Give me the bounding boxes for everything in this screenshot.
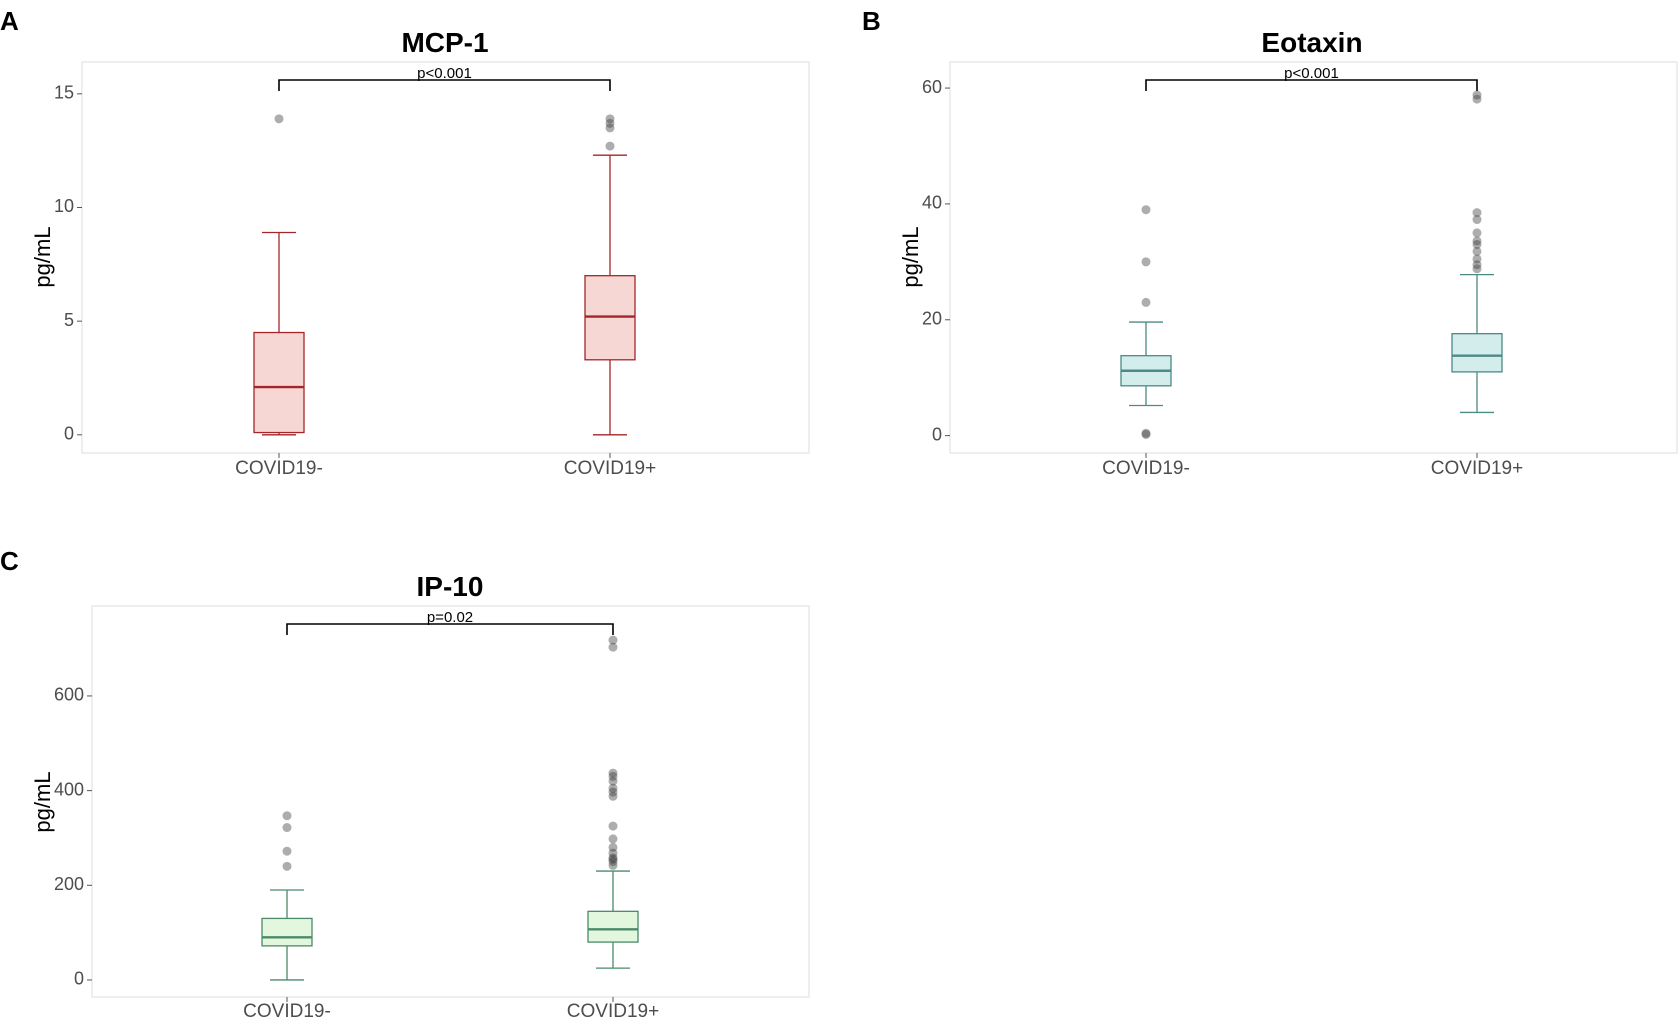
outlier-point [608, 768, 618, 778]
outlier-point [1472, 246, 1482, 256]
plot-area-frame [91, 605, 810, 998]
outlier-point [1472, 94, 1482, 104]
outlier-point [1472, 228, 1482, 238]
outlier-point [608, 791, 618, 801]
y-tick-label: 0 [64, 424, 74, 444]
box-iqr [261, 917, 313, 947]
x-tick-label: COVID19- [235, 458, 323, 479]
outlier-point [608, 860, 618, 870]
y-tick-label: 400 [54, 779, 84, 799]
outlier-point [1141, 428, 1151, 438]
y-tick-label: 15 [54, 83, 74, 103]
panel-label: A [0, 6, 19, 36]
outlier-point [608, 842, 618, 852]
x-tick-label: COVID19+ [1431, 458, 1523, 479]
y-axis-label: pg/mL [30, 226, 55, 287]
panel-label: C [0, 546, 19, 576]
outlier-point [282, 823, 292, 833]
significance-label: p<0.001 [1284, 65, 1339, 82]
outlier-point [608, 821, 618, 831]
y-axis-label: pg/mL [898, 226, 923, 287]
y-tick-label: 40 [922, 193, 942, 213]
outlier-point [608, 771, 618, 781]
chart-title: MCP-1 [401, 27, 488, 58]
outlier-point [608, 834, 618, 844]
x-tick-label: COVID19+ [564, 458, 656, 479]
outlier-point [1472, 236, 1482, 246]
outlier-point [274, 114, 284, 124]
y-tick-label: 0 [74, 969, 84, 989]
outlier-point [608, 854, 618, 864]
outlier-point [608, 776, 618, 786]
x-tick-label: COVID19- [1102, 458, 1190, 479]
outlier-point [1472, 264, 1482, 274]
significance-label: p<0.001 [417, 65, 472, 82]
y-tick-label: 60 [922, 77, 942, 97]
outlier-point [608, 783, 618, 793]
y-axis-label: pg/mL [30, 771, 55, 832]
outlier-point [1472, 90, 1482, 100]
panel-label: B [862, 6, 881, 36]
outlier-point [608, 787, 618, 797]
chart-title: IP-10 [417, 571, 484, 602]
y-tick-label: 0 [932, 424, 942, 444]
x-tick-label: COVID19+ [567, 1001, 659, 1021]
significance-bracket [286, 623, 614, 635]
outlier-point [1472, 260, 1482, 270]
outlier-point [608, 635, 618, 645]
outlier-point [605, 141, 615, 151]
outlier-point [605, 118, 615, 128]
plot-area-frame [949, 61, 1678, 454]
y-tick-label: 200 [54, 874, 84, 894]
outlier-point [1141, 297, 1151, 307]
outlier-point [608, 857, 618, 867]
y-tick-label: 20 [922, 309, 942, 329]
x-tick-label: COVID19- [243, 1001, 331, 1021]
outlier-point [605, 114, 615, 124]
plot-area-frame [81, 61, 810, 454]
significance-bracket [278, 79, 611, 91]
outlier-point [1141, 257, 1151, 267]
outlier-point [608, 642, 618, 652]
outlier-point [282, 811, 292, 821]
outlier-point [1472, 239, 1482, 249]
box-iqr [587, 910, 639, 943]
outlier-point [282, 846, 292, 856]
chart-title: Eotaxin [1261, 27, 1362, 58]
outlier-point [608, 848, 618, 858]
y-tick-label: 5 [64, 310, 74, 330]
y-tick-label: 10 [54, 196, 74, 216]
outlier-point [282, 861, 292, 871]
outlier-point [1472, 215, 1482, 225]
outlier-point [608, 853, 618, 863]
box-iqr [1451, 333, 1503, 373]
y-tick-label: 600 [54, 685, 84, 705]
significance-label: p=0.02 [427, 609, 473, 626]
outlier-point [1472, 254, 1482, 264]
outlier-point [1472, 208, 1482, 218]
outlier-point [1141, 429, 1151, 439]
significance-bracket [1145, 79, 1478, 91]
outlier-point [1141, 205, 1151, 215]
outlier-point [605, 123, 615, 133]
box-iqr [253, 331, 305, 434]
